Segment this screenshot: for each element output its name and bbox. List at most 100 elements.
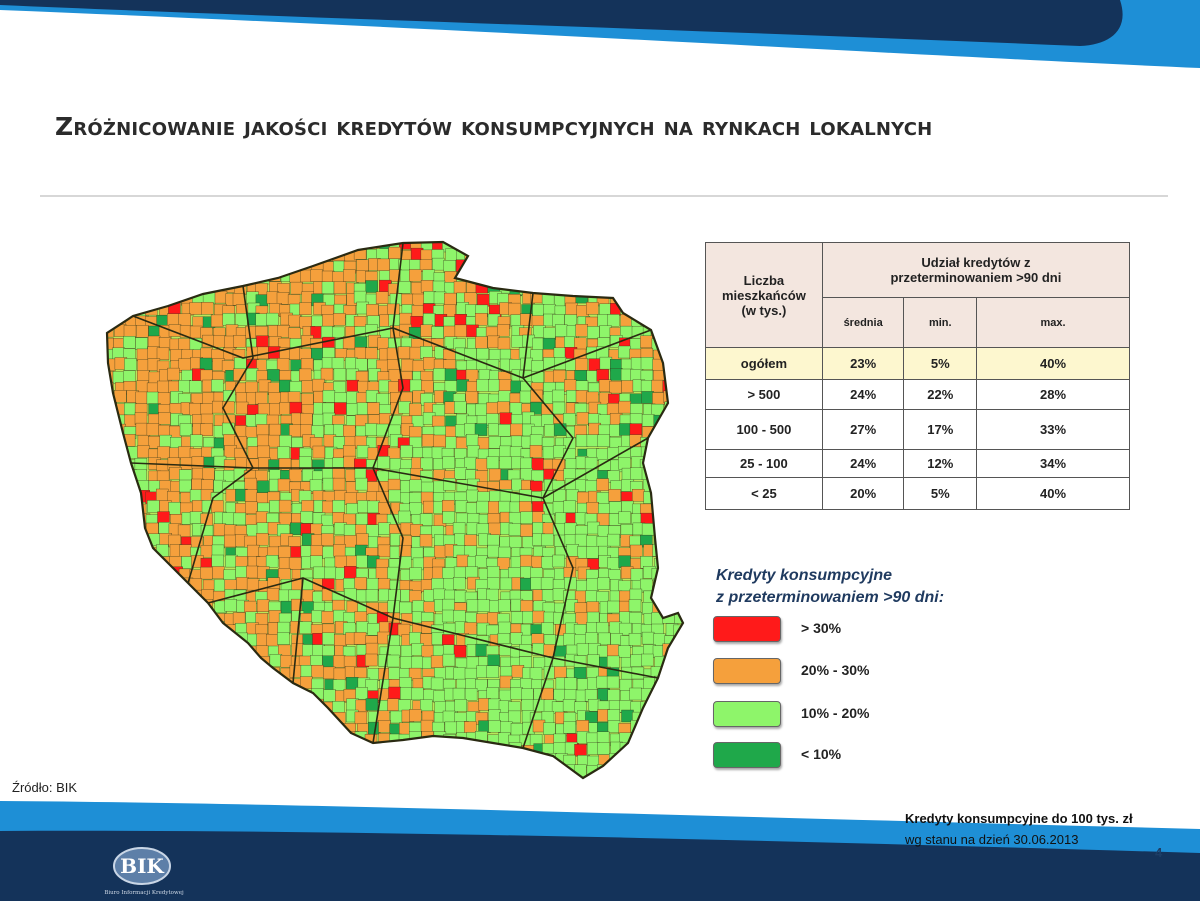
municipality-cell xyxy=(147,679,161,692)
municipality-cell xyxy=(674,732,683,745)
municipality-cell xyxy=(192,689,206,702)
municipality-cell xyxy=(236,577,249,590)
municipality-cell xyxy=(664,745,678,758)
row-group: 100 - 500 xyxy=(705,409,823,450)
municipality-cell xyxy=(301,380,314,393)
municipality-cell xyxy=(158,654,171,667)
municipality-cell xyxy=(124,588,138,601)
municipality-cell xyxy=(597,577,610,590)
municipality-cell xyxy=(201,733,215,746)
municipality-cell xyxy=(673,533,683,547)
municipality-cell xyxy=(510,632,523,645)
municipality-cell xyxy=(223,434,236,447)
municipality-cell xyxy=(533,764,547,778)
municipality-cell xyxy=(107,678,114,691)
municipality-cell xyxy=(566,280,579,294)
municipality-cell xyxy=(566,260,580,273)
municipality-cell xyxy=(387,698,400,711)
municipality-cell xyxy=(277,325,290,338)
municipality-cell xyxy=(674,283,683,296)
municipality-cell xyxy=(156,611,169,625)
municipality-cell xyxy=(575,612,588,625)
municipality-cell xyxy=(529,445,543,458)
municipality-cell xyxy=(420,719,434,733)
municipality-cell xyxy=(244,744,258,757)
municipality-cell xyxy=(454,775,467,778)
municipality-cell xyxy=(279,379,292,393)
municipality-cell xyxy=(356,445,370,458)
municipality-cell xyxy=(180,457,193,470)
municipality-cell xyxy=(575,434,589,447)
municipality-cell xyxy=(181,764,194,777)
municipality-cell xyxy=(599,303,612,316)
municipality-cell xyxy=(641,731,654,744)
municipality-cell xyxy=(114,556,127,569)
municipality-cell xyxy=(409,346,423,360)
municipality-cell xyxy=(354,577,367,590)
legend-title-line1: Kredyty konsumpcyjne xyxy=(716,567,893,584)
municipality-cell xyxy=(113,242,126,251)
municipality-cell xyxy=(178,744,191,757)
municipality-cell xyxy=(409,756,423,769)
municipality-cell xyxy=(499,445,512,459)
municipality-cell xyxy=(454,590,467,603)
municipality-cell xyxy=(620,257,633,271)
municipality-cell xyxy=(136,699,149,713)
municipality-cell xyxy=(399,601,412,615)
municipality-cell xyxy=(258,242,271,250)
municipality-cell xyxy=(665,488,678,502)
municipality-cell xyxy=(607,720,621,733)
municipality-cell xyxy=(398,778,410,786)
municipality-cell xyxy=(607,644,620,657)
municipality-cell xyxy=(519,390,533,404)
municipality-cell xyxy=(156,698,169,712)
municipality-cell xyxy=(575,247,588,260)
municipality-cell xyxy=(673,523,683,537)
municipality-cell xyxy=(564,677,577,690)
municipality-cell xyxy=(398,379,411,392)
municipality-cell xyxy=(663,390,676,403)
municipality-cell xyxy=(619,270,632,283)
municipality-cell xyxy=(244,477,257,491)
municipality-cell xyxy=(521,767,535,778)
municipality-cell xyxy=(500,721,513,734)
municipality-cell xyxy=(355,513,369,526)
municipality-cell xyxy=(125,546,139,559)
municipality-cell xyxy=(674,766,683,778)
municipality-cell xyxy=(126,687,140,700)
municipality-cell xyxy=(200,776,213,778)
municipality-cell xyxy=(585,480,598,493)
municipality-cell xyxy=(299,242,312,249)
municipality-cell xyxy=(313,775,327,778)
municipality-cell xyxy=(444,292,457,306)
municipality-cell xyxy=(265,555,279,568)
municipality-cell xyxy=(662,470,675,483)
municipality-cell xyxy=(256,678,269,692)
municipality-cell xyxy=(232,612,246,625)
municipality-cell xyxy=(114,643,128,657)
municipality-cell xyxy=(244,489,258,502)
municipality-cell xyxy=(235,401,249,415)
municipality-cell xyxy=(378,733,391,746)
municipality-cell xyxy=(585,271,598,284)
municipality-cell xyxy=(520,468,533,481)
municipality-cell xyxy=(300,358,314,371)
municipality-cell xyxy=(236,709,249,722)
municipality-cell xyxy=(235,313,248,326)
municipality-cell xyxy=(511,335,524,348)
row-mean: 24% xyxy=(821,379,905,410)
municipality-cell xyxy=(214,249,227,263)
municipality-cell xyxy=(532,304,545,317)
municipality-cell xyxy=(124,259,138,272)
row-max: 40% xyxy=(976,477,1130,510)
municipality-cell xyxy=(654,698,667,711)
municipality-cell xyxy=(596,478,609,491)
municipality-cell xyxy=(628,599,642,612)
municipality-cell xyxy=(541,533,554,547)
municipality-cell xyxy=(180,732,194,745)
municipality-cell xyxy=(640,755,654,769)
row-mean: 23% xyxy=(821,347,905,380)
municipality-cell xyxy=(107,469,117,483)
municipality-cell xyxy=(202,467,215,481)
municipality-cell xyxy=(159,668,172,681)
